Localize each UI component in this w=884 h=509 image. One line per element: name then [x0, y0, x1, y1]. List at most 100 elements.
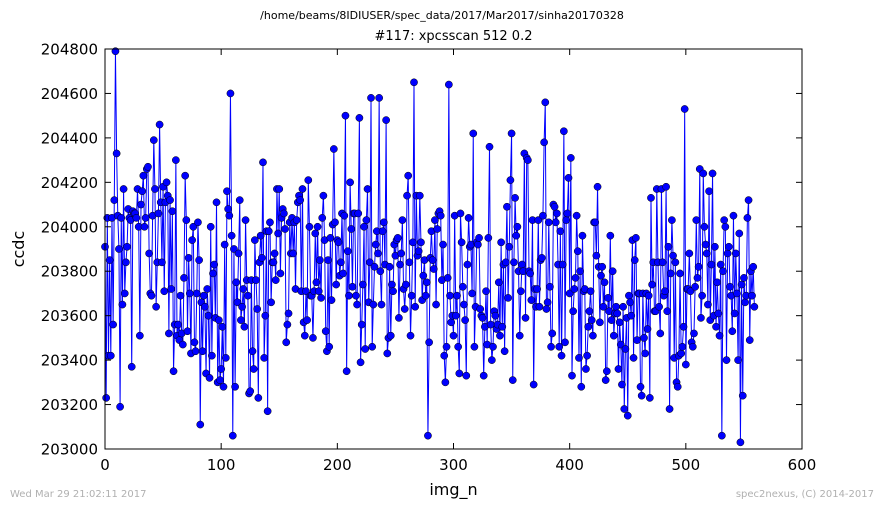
data-point: [145, 249, 153, 258]
data-point: [261, 311, 270, 320]
y-tick-label: 204600: [41, 85, 98, 103]
data-point: [585, 307, 594, 316]
data-point: [132, 214, 141, 222]
data-point: [167, 285, 176, 293]
data-point: [503, 202, 511, 211]
data-point: [462, 371, 471, 380]
data-point: [217, 365, 226, 373]
data-point: [429, 265, 438, 273]
data-point: [388, 280, 396, 289]
data-point: [464, 214, 473, 222]
data-point: [573, 247, 582, 256]
data-point: [489, 342, 497, 351]
x-tick-label: 300: [439, 456, 468, 474]
data-point: [169, 367, 178, 376]
data-point: [612, 302, 620, 311]
data-point: [263, 407, 272, 416]
data-point: [456, 209, 465, 218]
data-point: [321, 327, 330, 336]
figure-suptitle: /home/beams/8IDIUSER/spec_data/2017/Mar2…: [260, 9, 624, 22]
data-point: [224, 205, 232, 213]
data-point: [208, 351, 216, 360]
data-point: [385, 262, 394, 271]
data-point: [345, 291, 353, 300]
data-point: [410, 78, 418, 87]
data-point: [541, 98, 550, 107]
data-point: [221, 354, 230, 362]
data-point: [155, 120, 164, 129]
data-point: [562, 216, 571, 224]
data-point: [593, 182, 602, 191]
data-point: [668, 216, 676, 224]
data-point: [609, 331, 618, 340]
data-point: [369, 300, 378, 309]
data-point: [587, 316, 596, 324]
data-point: [181, 171, 190, 180]
data-point: [571, 274, 580, 282]
data-point: [422, 278, 431, 287]
data-point: [644, 291, 653, 300]
data-point: [253, 305, 262, 313]
data-point: [178, 340, 187, 349]
data-point: [428, 256, 437, 264]
data-point: [212, 198, 221, 207]
data-point: [482, 287, 490, 296]
data-point: [109, 320, 117, 329]
x-axis-label: img_n: [429, 480, 477, 500]
data-point: [331, 218, 339, 227]
data-point: [700, 222, 709, 231]
data-point: [537, 254, 546, 262]
data-point: [485, 142, 494, 151]
data-point: [741, 298, 749, 307]
data-point: [192, 289, 201, 298]
data-point: [750, 302, 759, 311]
data-point: [510, 258, 518, 267]
data-point: [507, 129, 516, 138]
data-point: [521, 314, 530, 322]
data-point: [457, 238, 466, 247]
data-point: [352, 291, 360, 300]
data-point: [403, 191, 411, 200]
data-point: [713, 278, 722, 287]
data-point: [241, 216, 250, 224]
data-point: [561, 338, 569, 347]
data-point: [702, 249, 711, 258]
data-point: [136, 331, 144, 340]
data-point: [533, 285, 541, 293]
data-point: [271, 276, 280, 284]
data-point: [165, 329, 173, 338]
data-point: [583, 351, 591, 360]
data-point: [266, 218, 274, 227]
data-point: [274, 229, 282, 238]
data-point: [729, 211, 738, 220]
data-point: [376, 267, 385, 276]
data-point: [325, 342, 334, 351]
data-point: [629, 354, 638, 362]
data-point: [303, 316, 311, 324]
data-point: [144, 162, 152, 171]
data-point: [251, 236, 259, 244]
data-point: [712, 322, 720, 331]
data-point: [254, 394, 263, 402]
data-point: [734, 356, 742, 364]
data-point: [105, 256, 114, 264]
data-point: [196, 420, 205, 429]
data-point: [343, 247, 352, 256]
data-point: [669, 251, 677, 260]
data-point: [443, 274, 452, 282]
data-point: [632, 234, 640, 242]
data-point: [484, 234, 493, 242]
data-point: [110, 196, 119, 204]
data-point: [198, 347, 207, 356]
data-point: [542, 305, 551, 313]
data-point: [730, 309, 739, 318]
data-point: [332, 280, 341, 289]
data-point: [341, 111, 350, 120]
data-point: [180, 274, 188, 282]
data-point: [414, 247, 423, 256]
data-point: [334, 238, 343, 247]
data-point: [618, 380, 626, 389]
data-point: [276, 269, 285, 278]
data-point: [731, 249, 740, 258]
